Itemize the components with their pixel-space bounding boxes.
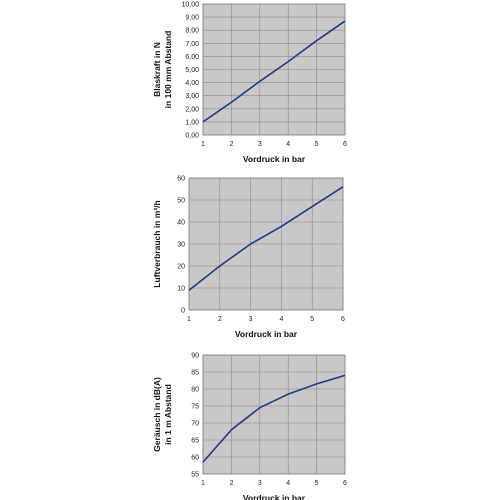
x-tick-label: 4: [286, 480, 290, 487]
x-tick-label: 5: [315, 141, 319, 148]
y-tick-label: 8,00: [185, 28, 199, 35]
y-tick-label: 5,00: [185, 67, 199, 74]
x-tick-label: 2: [229, 141, 233, 148]
x-tick-label: 6: [343, 141, 347, 148]
y-tick-label: 9,00: [185, 15, 199, 22]
y-axis-label: in 100 mm Abstand: [163, 31, 173, 109]
y-tick-label: 7,00: [185, 41, 199, 48]
y-tick-label: 60: [191, 455, 199, 462]
x-tick-label: 2: [218, 316, 222, 323]
y-tick-label: 10: [177, 286, 185, 293]
x-tick-label: 6: [343, 480, 347, 487]
y-tick-label: 10,00: [181, 2, 199, 9]
x-tick-label: 4: [279, 316, 283, 323]
chart-1: 1 2 3 4 5 6 0,00 1,00 2,00 3,00 4,00 5,00 6,00 7,00 8,…: [152, 2, 347, 165]
x-tick-label: 3: [249, 316, 253, 323]
x-tick-label: 3: [258, 141, 262, 148]
y-tick-label: 65: [191, 438, 199, 445]
y-tick-label: 0: [181, 308, 185, 315]
y-tick-label: 80: [191, 387, 199, 394]
y-tick-label: 20: [177, 264, 185, 271]
y-tick-label: 70: [191, 421, 199, 428]
x-tick-label: 1: [201, 141, 205, 148]
y-axis-label: Geräusch in dB(A): [152, 377, 162, 452]
y-axis-label: Blaskraft in N: [152, 42, 162, 97]
x-axis-label: Vordruck in bar: [243, 493, 306, 500]
y-tick-label: 40: [177, 220, 185, 227]
x-tick-label: 2: [229, 480, 233, 487]
y-tick-label: 90: [191, 353, 199, 360]
y-tick-label: 1,00: [185, 119, 199, 126]
y-tick-label: 60: [177, 176, 185, 183]
x-tick-label: 1: [201, 480, 205, 487]
series-line: [188, 186, 344, 291]
x-tick-label: 4: [286, 141, 290, 148]
y-tick-label: 30: [177, 242, 185, 249]
y-tick-label: 6,00: [185, 54, 199, 61]
chart-3: 1 2 3 4 5 6 55 60 65 70 75 80 85 90 Vordruck in bar Ger…: [152, 353, 347, 500]
y-tick-label: 4,00: [185, 80, 199, 87]
series-line: [202, 374, 346, 463]
y-tick-label: 3,00: [185, 93, 199, 100]
plot-area: [202, 354, 346, 475]
x-tick-label: 5: [315, 480, 319, 487]
y-tick-label: 50: [177, 198, 185, 205]
y-axis-label: in 1 m Abstand: [163, 384, 173, 445]
x-tick-label: 3: [258, 480, 262, 487]
x-tick-label: 1: [187, 316, 191, 323]
y-tick-label: 2,00: [185, 106, 199, 113]
y-axis-label: Luftverbrauch in m³/h: [152, 200, 162, 287]
x-tick-label: 5: [310, 316, 314, 323]
y-tick-label: 75: [191, 404, 199, 411]
x-axis-label: Vordruck in bar: [243, 154, 306, 164]
y-tick-label: 85: [191, 370, 199, 377]
x-axis-label: Vordruck in bar: [235, 329, 298, 339]
x-tick-label: 6: [341, 316, 345, 323]
series-line: [202, 20, 346, 123]
y-tick-label: 55: [191, 472, 199, 479]
y-tick-label: 0,00: [185, 133, 199, 140]
